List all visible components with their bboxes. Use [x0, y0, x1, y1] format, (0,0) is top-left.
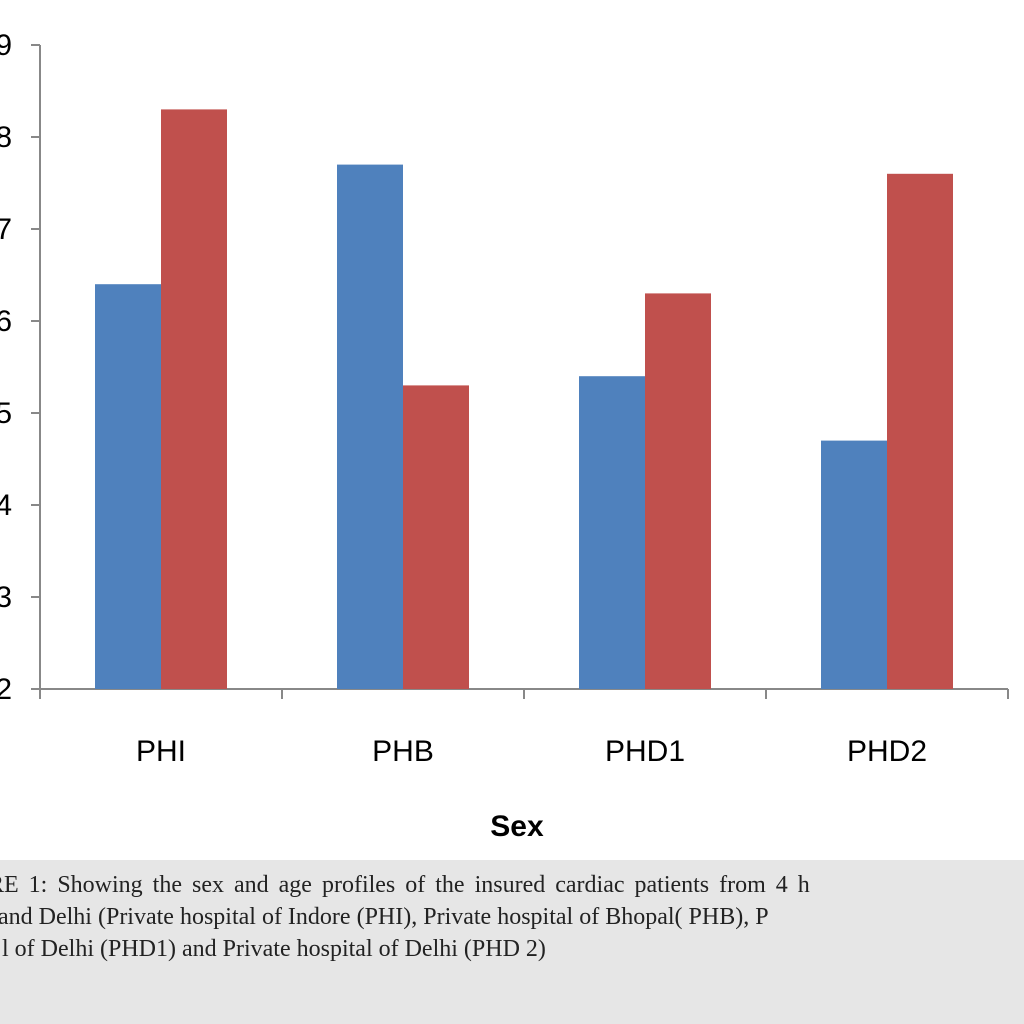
y-tick-label: 6 — [0, 305, 12, 338]
bar-series-2-phd2 — [887, 173, 953, 690]
y-tick-label: 3 — [0, 581, 12, 614]
y-tick-label: 9 — [0, 29, 12, 62]
x-axis: PHI PHB PHD1 PHD2 — [39, 688, 1009, 768]
bar-series-2-phd1 — [645, 293, 711, 689]
x-tick-label: PHI — [136, 735, 186, 768]
figure-caption: RE 1: Showing the sex and age profiles o… — [0, 860, 1024, 1024]
y-axis: 2 3 4 5 6 7 8 9 — [0, 29, 41, 706]
y-tick-label: 5 — [0, 397, 12, 430]
bar-series-1-phb — [337, 164, 403, 690]
bars — [95, 109, 953, 690]
x-tick-label: PHD2 — [847, 735, 927, 768]
y-tick-label: 4 — [0, 489, 12, 522]
caption-line-2: and Delhi (Private hospital of Indore (P… — [0, 904, 769, 930]
caption-line-3: l of Delhi (PHD1) and Private hospital o… — [2, 936, 546, 962]
x-axis-title: Sex — [490, 810, 544, 843]
bar-series-1-phd2 — [821, 440, 887, 689]
bar-series-2-phb — [403, 385, 469, 689]
bar-series-1-phd1 — [579, 376, 645, 689]
bar-series-1-phi — [95, 284, 161, 689]
bar-series-2-phi — [161, 109, 227, 689]
y-tick-label: 7 — [0, 213, 12, 246]
x-tick-label: PHD1 — [605, 735, 685, 768]
caption-line-1: RE 1: Showing the sex and age profiles o… — [0, 872, 810, 898]
x-tick-label: PHB — [372, 735, 434, 768]
y-tick-label: 2 — [0, 673, 12, 706]
y-tick-label: 8 — [0, 121, 12, 154]
bar-chart: 2 3 4 5 6 7 8 9 PHI PHB PHD1 PHD2 Sex — [0, 29, 1009, 843]
